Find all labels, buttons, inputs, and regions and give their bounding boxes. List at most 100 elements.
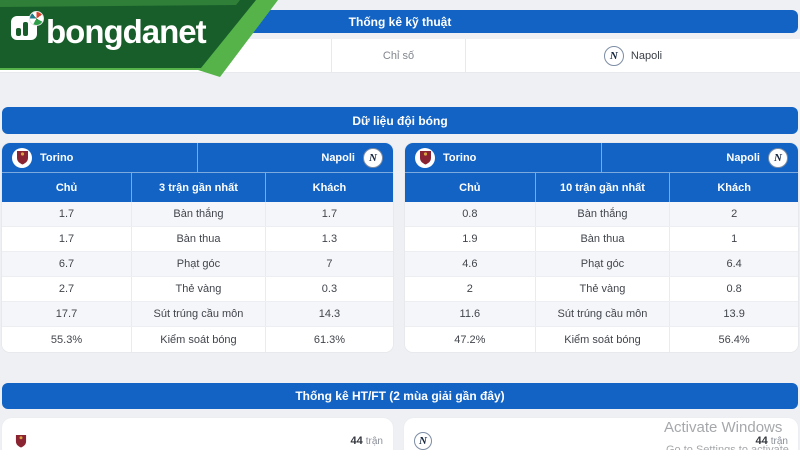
home-team-label: Torino: [40, 151, 74, 164]
stat-name: Bàn thắng: [131, 202, 266, 226]
match-count-value: 44: [350, 435, 363, 447]
stat-away-value: 1.7: [321, 208, 338, 220]
stat-home-value: 6.7: [58, 258, 75, 270]
stat-away-value: 13.9: [723, 308, 745, 320]
table-row: 17.7 Sút trúng cầu môn 14.3: [2, 302, 393, 327]
col-header-home: Chủ: [459, 181, 481, 194]
stat-name: Kiểm soát bóng: [131, 327, 266, 352]
stat-home-value: 4.6: [462, 258, 478, 270]
stat-home-value: 2: [466, 283, 473, 295]
napoli-logo-icon: N: [603, 45, 624, 66]
stat-name: Phạt góc: [534, 252, 671, 276]
match-count: 44 trận: [756, 435, 788, 447]
torino-logo-icon: [415, 147, 435, 168]
stat-name: Sút trúng cầu môn: [534, 302, 671, 326]
bongdanet-chart-icon: [11, 11, 44, 40]
section-header-htft: Thống kê HT/FT (2 mùa giải gần đây): [2, 383, 798, 409]
table-column-headers: Chủ 10 trận gần nhất Khách: [405, 173, 798, 202]
table-row: 6.7 Phạt góc 7: [2, 252, 393, 277]
bongdanet-logo[interactable]: bongdanet: [0, 0, 280, 78]
match-count-unit: trận: [770, 436, 788, 447]
napoli-logo-icon: N: [363, 147, 383, 168]
table-home-team: Torino: [2, 143, 198, 172]
activate-windows-watermark-line2: Go to Settings to activate Windows.: [666, 444, 789, 450]
stat-home-value: 0.8: [462, 208, 478, 220]
brand-name: bongdanet: [46, 13, 207, 50]
table-row: 47.2% Kiểm soát bóng 56.4%: [405, 327, 798, 352]
table-last-3-matches: Torino Napoli N Chủ 3 trận gần nhất Khác…: [2, 143, 393, 352]
stat-away-value: 1: [731, 233, 738, 245]
index-label: Chỉ số: [382, 49, 415, 62]
table-column-headers: Chủ 3 trận gần nhất Khách: [2, 173, 393, 202]
away-team-label: Napoli: [321, 151, 355, 164]
match-count-unit: trận: [365, 436, 383, 447]
home-team-label: Torino: [443, 151, 477, 164]
stat-away-value: 1.3: [321, 233, 338, 245]
index-label-cell: Chỉ số: [332, 39, 466, 72]
torino-logo-icon: [12, 147, 32, 168]
stat-home-value: 1.7: [58, 208, 75, 220]
table-away-team: Napoli N: [198, 143, 394, 172]
table-row: 0.8 Bàn thắng 2: [405, 202, 798, 227]
stat-away-value: 2: [731, 208, 738, 220]
away-team-label: Napoli: [630, 49, 663, 62]
soccer-ball-icon: [29, 11, 44, 26]
table-last-10-matches: Torino Napoli N Chủ 10 trận gần nhất Khá…: [405, 143, 798, 352]
stat-home-value: 17.7: [55, 308, 78, 320]
stat-name: Bàn thua: [131, 227, 266, 251]
htft-card-napoli: N 44 trận: [404, 418, 798, 450]
stat-name: Thẻ vàng: [534, 277, 671, 301]
stat-away-value: 14.3: [318, 308, 341, 320]
stat-away-value: 56.4%: [718, 333, 750, 346]
stat-name: Phạt góc: [131, 252, 266, 276]
section-header-team-data: Dữ liệu đội bóng: [2, 107, 798, 134]
banner-shape: [0, 0, 278, 77]
stat-home-value: 1.9: [462, 233, 478, 245]
stat-name: Bàn thua: [534, 227, 671, 251]
table-row: 2.7 Thẻ vàng 0.3: [2, 277, 393, 302]
section-title: Dữ liệu đội bóng: [352, 113, 448, 128]
away-team-label: Napoli: [726, 151, 760, 164]
stat-name: Thẻ vàng: [131, 277, 266, 301]
table-row: 1.7 Bàn thắng 1.7: [2, 202, 393, 227]
col-header-period: 10 trận gần nhất: [534, 173, 671, 202]
stat-home-value: 55.3%: [50, 333, 83, 346]
stat-away-value: 61.3%: [313, 333, 346, 346]
table-home-team: Torino: [405, 143, 602, 172]
section-title: Thống kê HT/FT (2 mùa giải gần đây): [295, 389, 505, 403]
col-header-away: Khách: [717, 181, 751, 194]
stat-home-value: 11.6: [459, 308, 481, 320]
stat-away-value: 7: [326, 258, 333, 270]
napoli-logo-icon: N: [768, 147, 788, 168]
torino-logo-icon: [12, 432, 30, 450]
away-team-cell: N Napoli: [466, 39, 800, 72]
stat-name: Sút trúng cầu môn: [131, 302, 266, 326]
stat-away-value: 0.8: [726, 283, 742, 295]
col-header-home: Chủ: [55, 181, 78, 194]
stat-away-value: 0.3: [321, 283, 338, 295]
stat-home-value: 1.7: [58, 233, 75, 245]
htft-card-torino: 44 trận: [2, 418, 393, 450]
match-count-value: 44: [755, 435, 768, 447]
table-team-row: Torino Napoli N: [2, 143, 393, 173]
match-count: 44 trận: [351, 435, 383, 447]
stat-home-value: 47.2%: [454, 333, 486, 346]
stat-name: Kiểm soát bóng: [534, 327, 671, 352]
table-row: 2 Thẻ vàng 0.8: [405, 277, 798, 302]
stat-name: Bàn thắng: [534, 202, 671, 226]
table-row: 11.6 Sút trúng cầu môn 13.9: [405, 302, 798, 327]
napoli-logo-icon: N: [414, 432, 432, 450]
stat-home-value: 2.7: [58, 283, 75, 295]
table-row: 55.3% Kiểm soát bóng 61.3%: [2, 327, 393, 352]
col-header-period: 3 trận gần nhất: [131, 173, 266, 202]
stat-away-value: 6.4: [726, 258, 742, 270]
col-header-away: Khách: [312, 181, 347, 194]
table-row: 1.7 Bàn thua 1.3: [2, 227, 393, 252]
table-away-team: Napoli N: [602, 143, 799, 172]
section-title: Thống kê kỹ thuật: [348, 14, 452, 29]
table-team-row: Torino Napoli N: [405, 143, 798, 173]
table-row: 1.9 Bàn thua 1: [405, 227, 798, 252]
activate-windows-watermark: Activate Windows: [664, 419, 783, 436]
table-row: 4.6 Phạt góc 6.4: [405, 252, 798, 277]
